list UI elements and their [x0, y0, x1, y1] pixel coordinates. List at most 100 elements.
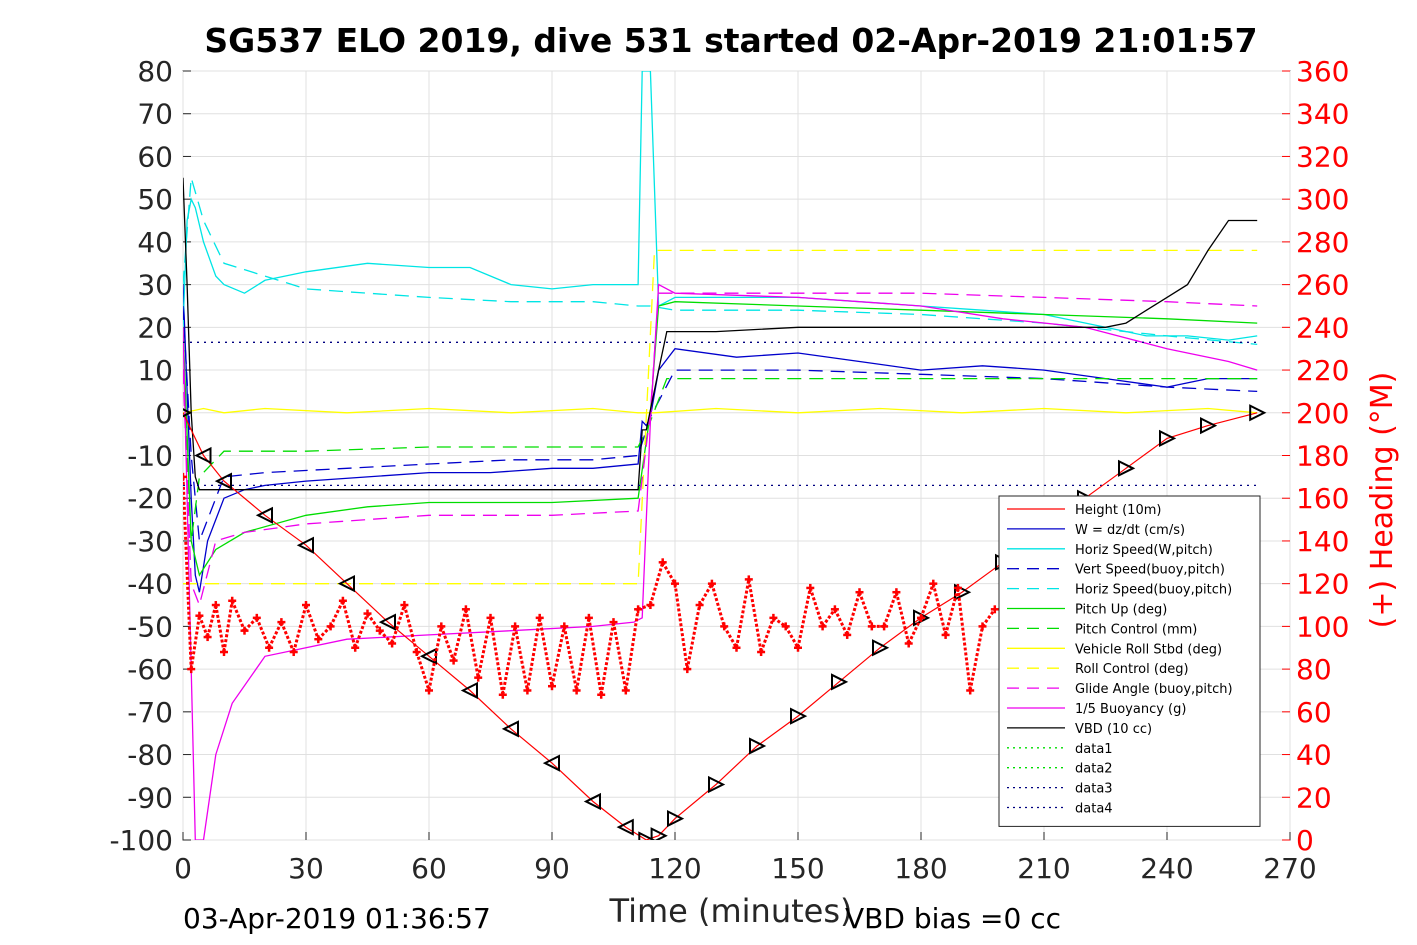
heading-trace — [575, 617, 591, 691]
depth-marker — [616, 818, 634, 836]
heading-trace — [624, 609, 640, 691]
y-tick-label: -60 — [127, 653, 173, 686]
heading-trace — [562, 626, 579, 691]
heading-trace — [968, 626, 984, 691]
x-tick-label: 0 — [174, 852, 192, 885]
y-tick-label: 10 — [137, 354, 173, 387]
heading-trace — [292, 604, 308, 653]
heading-trace — [189, 615, 201, 670]
heading-trace — [673, 583, 689, 670]
depth-marker — [1159, 429, 1177, 448]
right-tick-label: 200 — [1296, 397, 1349, 430]
depth-marker — [378, 613, 396, 631]
x-tick-label: 240 — [1140, 852, 1193, 885]
legend-entry: data2 — [1075, 762, 1113, 777]
legend-entry: Vert Speed(buoy,pitch) — [1075, 563, 1225, 578]
y-axis-ticks: 80 70 60 50 40 30 20 10 0 -10 -20 -30 -40 -50 -60 -70 -8… — [109, 55, 191, 857]
x-axis-ticks: 0 30 60 90 120 150 180 210 240 270 — [174, 832, 1317, 885]
heading-trace — [214, 604, 226, 653]
right-tick-label: 140 — [1296, 525, 1349, 558]
legend-entry: Height (10m) — [1075, 503, 1161, 518]
heading-trace — [772, 616, 787, 628]
legend-box — [998, 495, 1261, 827]
heading-trace — [464, 609, 480, 678]
right-tick-label: 280 — [1296, 226, 1349, 259]
x-tick-label: 210 — [1017, 852, 1070, 885]
heading-trace — [821, 608, 837, 628]
heading-trace — [661, 561, 677, 585]
legend-entry: Roll Control (deg) — [1075, 662, 1189, 677]
heading-trace — [722, 625, 738, 649]
heading-trace — [981, 608, 997, 628]
y-tick-label: -20 — [127, 482, 173, 515]
heading-trace — [919, 583, 935, 619]
x-tick-label: 90 — [534, 852, 570, 885]
heading-trace — [735, 579, 751, 649]
heading-trace — [222, 600, 234, 653]
y-tick-label: -10 — [127, 440, 173, 473]
heading-trace — [637, 603, 651, 611]
heading-trace — [341, 600, 357, 649]
series-line-9 — [183, 292, 1258, 608]
legend-entry: data1 — [1075, 742, 1113, 757]
heading-trace — [858, 591, 874, 627]
heading-trace — [197, 615, 210, 638]
y-tick-label: 0 — [155, 397, 173, 430]
heading-trace — [230, 600, 246, 632]
y-tick-label: 40 — [137, 226, 173, 259]
legend-entry: Vehicle Roll Stbd (deg) — [1075, 642, 1222, 657]
heading-trace — [710, 583, 726, 627]
y-tick-label: -70 — [127, 696, 173, 729]
depth-marker — [1249, 404, 1267, 422]
heading-marker — [183, 472, 187, 481]
depth-marker — [419, 647, 437, 665]
series-line-6 — [183, 370, 1258, 541]
right-tick-label: 20 — [1296, 781, 1332, 814]
y-tick-label: -50 — [127, 610, 173, 643]
heading-trace — [931, 583, 948, 636]
heading-trace — [501, 626, 517, 696]
heading-trace — [612, 621, 628, 691]
x-tick-label: 60 — [411, 852, 447, 885]
heading-trace — [944, 587, 960, 636]
heading-trace — [280, 621, 296, 653]
heading-trace — [183, 476, 193, 670]
depth-marker — [1118, 459, 1136, 477]
right-tick-label: 240 — [1296, 311, 1349, 344]
right-tick-label: 300 — [1296, 183, 1349, 216]
legend-entry: Horiz Speed(W,pitch) — [1075, 543, 1213, 558]
right-tick-label: 60 — [1296, 696, 1332, 729]
series-line-2 — [183, 71, 1258, 341]
depth-marker — [194, 446, 212, 465]
heading-trace — [476, 617, 492, 678]
legend: Height (10m) W = dz/dt (cm/s) Horiz Speed(… — [998, 495, 1261, 827]
depth-marker — [583, 792, 601, 811]
heading-trace — [525, 617, 542, 691]
legend-entry: Pitch Control (mm) — [1075, 622, 1197, 637]
heading-trace — [845, 591, 861, 636]
heading-trace — [378, 629, 394, 645]
series-line-1 — [183, 284, 1258, 593]
heading-trace — [206, 604, 218, 638]
depth-marker — [542, 754, 560, 772]
y-tick-label: 50 — [137, 183, 173, 216]
x-tick-label: 120 — [648, 852, 701, 885]
heading-trace — [304, 604, 320, 640]
depth-marker — [337, 575, 355, 593]
legend-entry: data3 — [1075, 782, 1113, 797]
right-tick-label: 220 — [1296, 354, 1349, 387]
right-tick-label: 340 — [1296, 98, 1349, 131]
heading-trace — [415, 651, 431, 691]
right-tick-label: 360 — [1296, 55, 1349, 88]
heading-trace — [808, 587, 825, 627]
series-line-4 — [183, 177, 1258, 346]
footer-vbd-bias: VBD bias =0 cc — [845, 902, 1061, 935]
depth-marker — [460, 681, 478, 700]
heading-trace — [538, 617, 554, 687]
series-line-3 — [183, 305, 1258, 542]
heading-trace — [243, 616, 258, 632]
y-tick-label: 30 — [137, 269, 173, 302]
y-tick-label: -40 — [127, 568, 173, 601]
y-tick-label: -30 — [127, 525, 173, 558]
